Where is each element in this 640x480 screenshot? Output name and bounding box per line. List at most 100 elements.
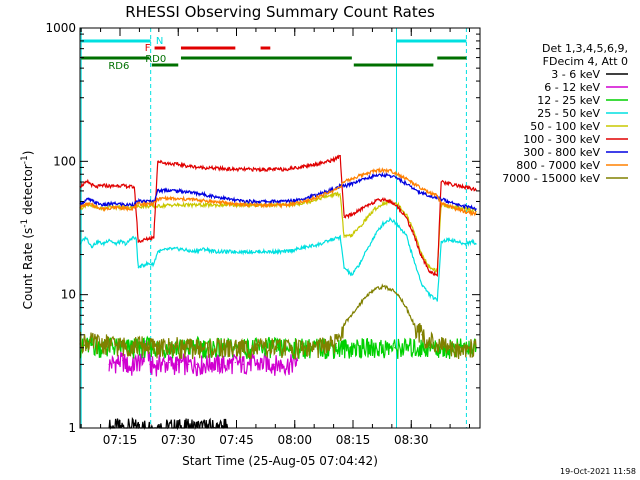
series-5-point-28 — [339, 155, 341, 157]
series-3-point-23 — [261, 251, 264, 253]
series-5-point-20 — [258, 168, 260, 170]
series-line-7 — [79, 166, 477, 217]
series-3-point-13 — [153, 263, 155, 265]
series-6-point-5 — [118, 203, 120, 205]
series-8-point-38 — [460, 347, 462, 349]
series-6-point-43 — [448, 200, 450, 203]
series-5-point-10 — [153, 236, 155, 238]
series-4-point-39 — [428, 266, 431, 269]
series-3-point-39 — [405, 234, 407, 236]
series-4-point-11 — [157, 205, 159, 207]
series-5-point-21 — [269, 168, 271, 170]
series-4-point-30 — [359, 226, 361, 228]
series-6-point-3 — [102, 204, 104, 206]
series-1-point-4 — [129, 367, 132, 369]
series-8-point-26 — [366, 294, 368, 296]
x-tick-label-2: 07:45 — [219, 433, 254, 447]
series-1-point-26 — [242, 363, 244, 365]
series-6-point-1 — [87, 198, 89, 200]
series-5-point-16 — [211, 167, 213, 169]
series-7-point-46 — [471, 212, 473, 214]
series-5-point-38 — [413, 234, 415, 236]
series-1-point-24 — [227, 363, 229, 365]
series-3-point-22 — [250, 251, 252, 253]
series-2-point-28 — [405, 347, 407, 349]
series-3-point-21 — [238, 251, 240, 253]
series-4-point-45 — [471, 209, 473, 211]
series-line-5 — [79, 154, 477, 277]
series-6-point-19 — [246, 200, 248, 203]
series-7-point-3 — [102, 208, 104, 210]
series-7-point-32 — [366, 172, 368, 174]
series-7-point-9 — [145, 203, 147, 205]
series-3-point-15 — [168, 248, 170, 250]
series-6-point-2 — [94, 202, 97, 204]
series-3-point-5 — [108, 238, 110, 240]
series-5-point-7 — [133, 186, 135, 188]
series-8-point-14 — [242, 347, 244, 349]
series-6-point-45 — [463, 205, 466, 207]
series-7-point-16 — [211, 200, 213, 203]
series-3-point-17 — [192, 251, 194, 253]
series-1-point-33 — [296, 360, 299, 362]
series-1-point-21 — [203, 363, 205, 365]
series-5-point-4 — [110, 185, 112, 187]
series-5-point-35 — [390, 200, 392, 203]
series-8-point-2 — [102, 342, 104, 345]
series-3-point-37 — [390, 218, 392, 220]
series-3-point-46 — [456, 241, 458, 243]
series-8-point-34 — [428, 340, 431, 342]
series-1-point-17 — [180, 361, 182, 364]
series-8-point-33 — [421, 334, 423, 336]
series-3-point-34 — [366, 248, 368, 250]
series-7-point-27 — [335, 188, 337, 190]
series-3-point-8 — [126, 243, 128, 245]
series-7-point-35 — [390, 170, 392, 172]
series-6-point-38 — [413, 188, 415, 190]
series-4-point-13 — [180, 204, 182, 206]
series-4-point-25 — [320, 197, 322, 199]
series-4-point-36 — [405, 213, 407, 215]
series-7-point-14 — [188, 198, 190, 200]
series-1-point-12 — [161, 361, 163, 364]
series-2-point-22 — [335, 347, 337, 349]
series-1-point-10 — [153, 365, 155, 367]
legend-header-1: FDecim 4, Att 0 — [543, 55, 628, 68]
series-6-point-37 — [405, 183, 407, 185]
series-line-1 — [108, 340, 299, 377]
series-8-point-31 — [405, 307, 407, 309]
series-7-point-29 — [343, 181, 345, 183]
series-6-point-30 — [351, 183, 353, 185]
series-7-point-19 — [246, 204, 248, 206]
flag-label-rd0: RD0 — [145, 54, 166, 65]
series-8-point-20 — [312, 347, 314, 349]
series-6-point-9 — [145, 200, 147, 203]
series-6-point-13 — [176, 190, 178, 192]
plot-area — [80, 28, 467, 428]
series-6-point-29 — [343, 185, 345, 187]
series-1-point-16 — [176, 363, 178, 365]
series-8-point-18 — [289, 347, 291, 349]
series-5-point-5 — [118, 184, 120, 186]
chart-title: RHESSI Observing Summary Count Rates — [125, 3, 435, 21]
series-7-point-45 — [463, 211, 466, 213]
legend-label-5: 100 - 300 keV — [523, 133, 600, 146]
series-7-point-41 — [436, 195, 438, 197]
series-3-point-25 — [285, 251, 287, 253]
series-7-point-25 — [316, 196, 318, 198]
series-1-point-28 — [258, 363, 260, 365]
series-3-point-40 — [413, 260, 415, 262]
series-7-point-22 — [281, 204, 283, 206]
flag-label-rd6: RD6 — [108, 61, 129, 72]
y-tick-label-0: 1 — [68, 421, 76, 435]
series-5-point-26 — [327, 160, 330, 162]
series-6-point-11 — [157, 190, 159, 192]
series-1-point-5 — [133, 363, 135, 365]
series-6-point-42 — [440, 198, 442, 200]
series-3-point-42 — [428, 294, 431, 296]
series-7-point-6 — [126, 208, 128, 210]
series-4-point-12 — [168, 204, 170, 206]
series-5-point-22 — [281, 168, 283, 170]
series-8-point-17 — [277, 347, 279, 349]
timestamp: 19-Oct-2021 11:58 — [560, 467, 636, 476]
